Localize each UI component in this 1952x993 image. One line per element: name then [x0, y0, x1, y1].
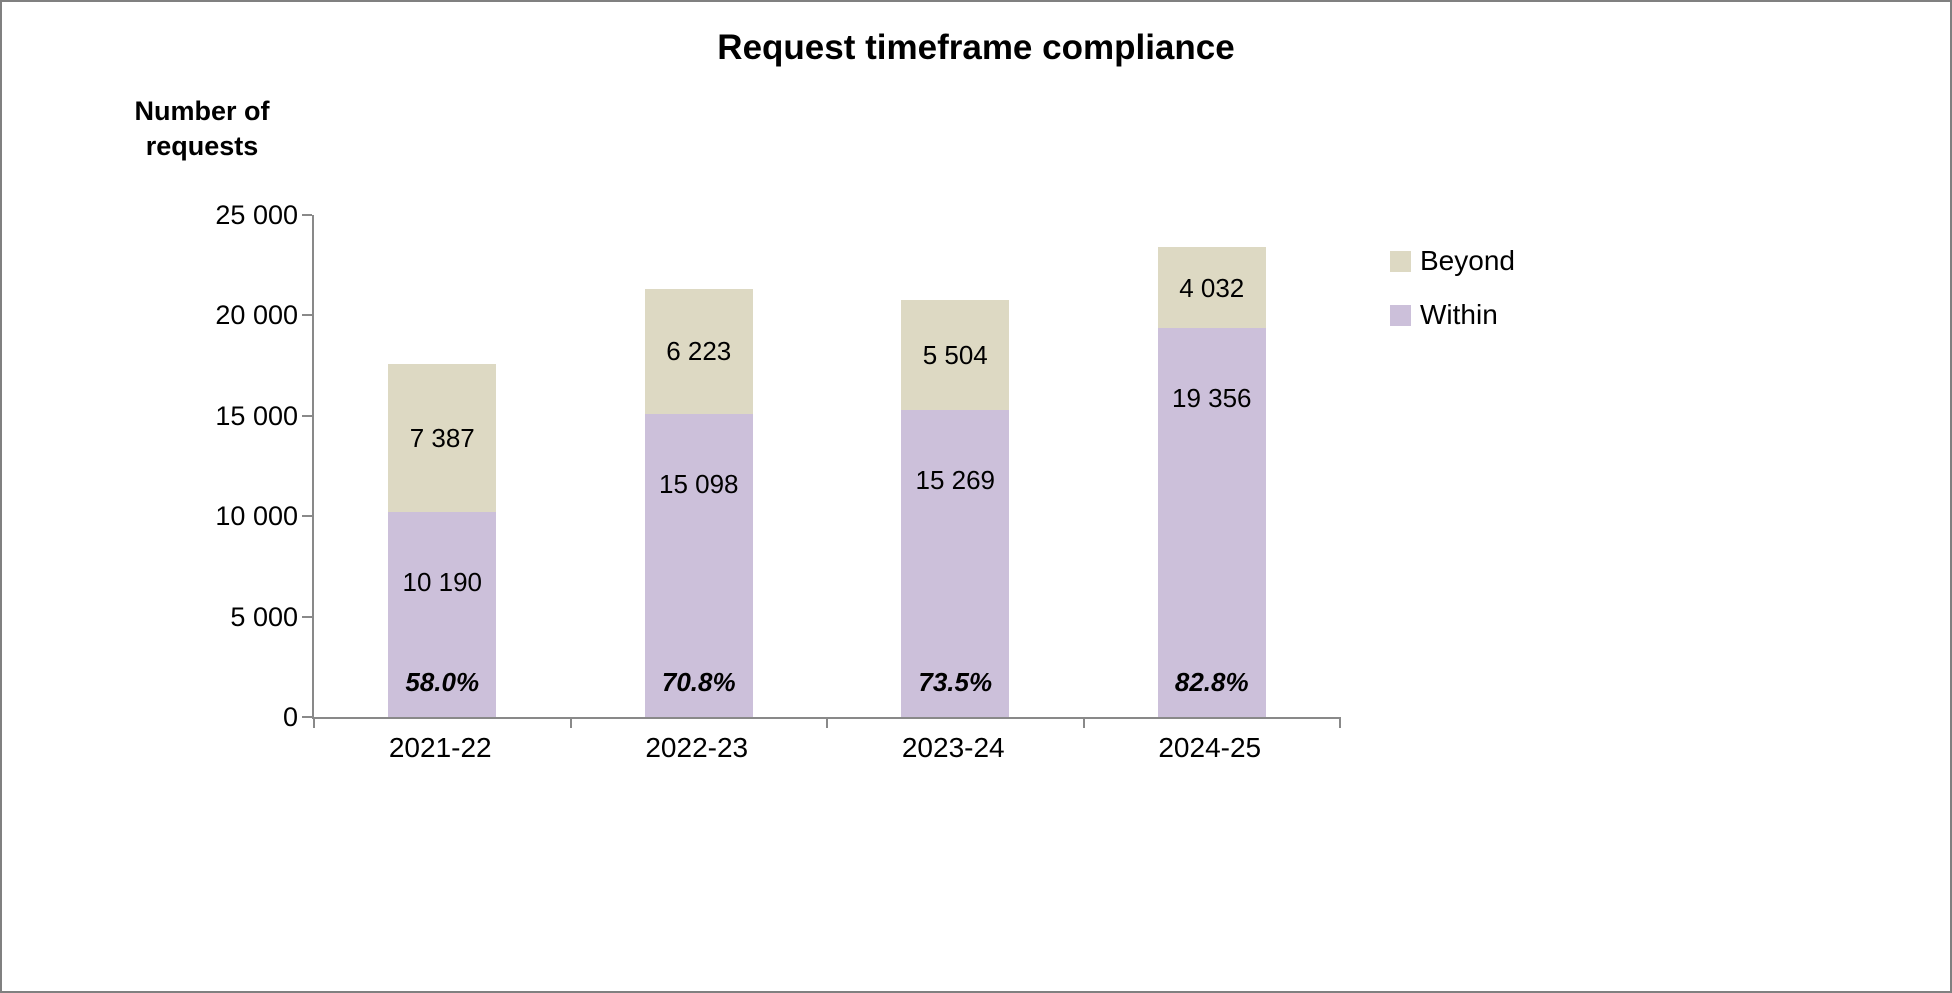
x-tick-mark [826, 717, 828, 728]
bar-segment-beyond [901, 299, 1010, 411]
y-tick-mark [302, 515, 312, 518]
x-tick-mark [569, 717, 572, 728]
y-axis-tick-labels: 0 5 000 10 000 15 000 20 000 25 000 [118, 200, 298, 732]
bar-segment-within [644, 413, 753, 717]
chart-title: Request timeframe compliance [717, 28, 1235, 67]
legend-swatch-beyond [1390, 250, 1411, 272]
x-tick-mark [1339, 717, 1341, 728]
y-tick-label: 15 000 [215, 400, 298, 431]
y-tick-mark [302, 615, 312, 618]
legend-swatch-within [1390, 304, 1411, 326]
within-value-label: 10 190 [402, 567, 483, 598]
y-axis-title: Number of requests [134, 96, 270, 162]
category-label: 2022-23 [645, 732, 749, 763]
category-label: 2023-24 [901, 732, 1005, 763]
y-tick-mark [302, 214, 312, 216]
bar-segment-beyond [644, 288, 753, 414]
y-tick-mark [302, 716, 312, 718]
y-tick-mark [302, 314, 312, 317]
percent-label: 70.8% [661, 667, 736, 697]
legend-label-beyond: Beyond [1420, 245, 1515, 276]
within-value-label: 19 356 [1171, 383, 1252, 414]
y-tick-label: 0 [282, 702, 298, 732]
beyond-value-label: 4 032 [1179, 272, 1245, 303]
within-value-label: 15 098 [658, 468, 739, 499]
legend-label-within: Within [1420, 299, 1498, 330]
beyond-value-label: 6 223 [666, 336, 732, 367]
y-tick-label: 5 000 [230, 601, 298, 632]
category-label: 2021-22 [388, 732, 492, 763]
bar-segment-within [388, 512, 497, 717]
plot-area: 7 387 10 190 58.0% 6 223 15 098 70.8% 5 504 15 … [302, 214, 1341, 728]
bar-segment-within [901, 410, 1010, 717]
percent-label: 73.5% [918, 667, 993, 697]
within-value-label: 15 269 [915, 465, 996, 496]
legend: Beyond Within [1390, 245, 1515, 331]
percent-label: 58.0% [405, 667, 480, 697]
bar-segment-beyond [388, 364, 497, 513]
bar-segment-beyond [1157, 247, 1266, 329]
y-tick-label: 25 000 [215, 200, 298, 230]
legend-item-within: Within [1390, 299, 1515, 331]
bar-segment-within [1157, 328, 1266, 717]
y-tick-label: 20 000 [215, 300, 298, 331]
y-tick-label: 10 000 [215, 501, 298, 532]
y-tick-mark [302, 414, 312, 417]
x-tick-mark [313, 717, 315, 728]
category-label: 2024-25 [1158, 732, 1262, 763]
legend-item-beyond: Beyond [1390, 245, 1515, 277]
beyond-value-label: 5 504 [922, 340, 988, 371]
percent-label: 82.8% [1174, 667, 1249, 697]
beyond-value-label: 7 387 [409, 423, 475, 454]
x-tick-mark [1082, 717, 1085, 728]
x-axis-category-labels: 2021-22 2022-23 2023-24 2024-25 [312, 730, 1338, 774]
